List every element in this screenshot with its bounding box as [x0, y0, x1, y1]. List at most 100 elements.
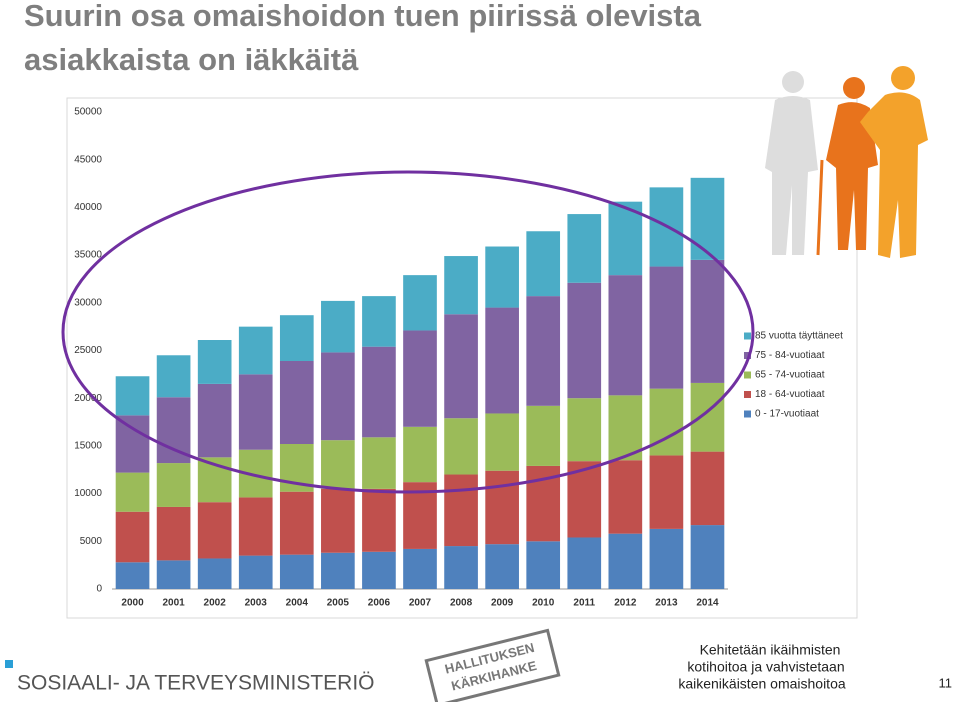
- legend-label: 65 - 74-vuotiaat: [755, 370, 825, 381]
- legend-swatch: [744, 391, 751, 398]
- bar-segment: [321, 352, 355, 441]
- bar-segment: [649, 455, 684, 529]
- bar-segment: [485, 246, 519, 308]
- y-tick-label: 35000: [74, 250, 102, 261]
- bar-segment: [156, 560, 191, 589]
- bar-segment: [690, 382, 725, 452]
- logo-square: [5, 660, 13, 668]
- bar-segment: [690, 259, 725, 383]
- bar-segment: [238, 555, 273, 589]
- legend-label: 75 - 84-vuotiaat: [755, 350, 825, 361]
- bar-segment: [403, 548, 437, 589]
- y-tick-label: 50000: [74, 107, 102, 118]
- y-tick-label: 25000: [74, 345, 102, 356]
- x-tick-label: 2000: [121, 598, 144, 609]
- y-tick-label: 30000: [74, 297, 102, 308]
- bar-segment: [608, 460, 643, 534]
- y-tick-label: 40000: [74, 202, 102, 213]
- x-tick-label: 2012: [614, 598, 637, 609]
- tagline: kaikenikäisten omaishoitoa: [678, 676, 846, 692]
- x-tick-label: 2004: [286, 598, 309, 609]
- tagline: Kehitetään ikäihmisten: [700, 642, 841, 658]
- x-tick-label: 2007: [409, 598, 432, 609]
- stamp: HALLITUKSEN KÄRKIHANKE: [424, 628, 561, 702]
- stamp-border: [424, 628, 561, 702]
- bar-segment: [238, 326, 273, 375]
- bar-segment: [115, 376, 150, 416]
- page-number: 11: [939, 675, 953, 690]
- bar-segment: [403, 275, 437, 331]
- bar-segment: [197, 502, 232, 559]
- bar-segment: [156, 463, 191, 507]
- bar-segment: [197, 340, 232, 384]
- bar-segment: [156, 355, 191, 398]
- legend-swatch: [744, 371, 751, 379]
- x-tick-label: 2010: [532, 598, 555, 609]
- people-illustration: [765, 66, 928, 258]
- bar-segment: [115, 562, 150, 589]
- bar-segment: [444, 256, 478, 315]
- bar-segment: [526, 405, 561, 466]
- tagline: kotihoitoa ja vahvistetaan: [687, 659, 844, 675]
- ministry-name: SOSIAALI- JA TERVEYSMINISTERIÖ: [17, 672, 375, 695]
- bar-segment: [485, 307, 519, 414]
- bar-segment: [444, 314, 478, 419]
- bar-segment: [444, 474, 478, 547]
- bar-segment: [362, 437, 396, 489]
- bar-segment: [444, 546, 478, 589]
- bar-segment: [526, 541, 561, 589]
- bar-segment: [485, 413, 519, 471]
- bar-segment: [485, 544, 519, 589]
- bar-segment: [279, 360, 314, 444]
- bar-segment: [526, 296, 561, 406]
- x-tick-label: 2001: [162, 598, 185, 609]
- bar-segment: [608, 395, 643, 461]
- x-tick-label: 2006: [368, 598, 391, 609]
- bar-segment: [690, 525, 725, 589]
- bar-segment: [279, 491, 314, 555]
- bar-segment: [567, 537, 602, 589]
- y-tick-label: 15000: [74, 441, 102, 452]
- bar-segment: [156, 397, 191, 464]
- bar-segment: [362, 551, 396, 589]
- bar-segment: [115, 415, 150, 473]
- legend-swatch: [744, 410, 751, 418]
- legend-label: 18 - 64-vuotiaat: [755, 389, 825, 400]
- bar-segment: [362, 346, 396, 438]
- legend-swatch: [744, 332, 751, 340]
- x-tick-label: 2005: [327, 598, 350, 609]
- legend-label: 85 vuotta täyttäneet: [755, 331, 843, 342]
- x-tick-label: 2008: [450, 598, 473, 609]
- x-tick-label: 2003: [245, 598, 268, 609]
- bar-segment: [238, 497, 273, 556]
- bar-segment: [321, 440, 355, 489]
- bar-segment: [321, 488, 355, 553]
- y-tick-label: 0: [96, 584, 102, 595]
- y-tick-label: 20000: [74, 393, 102, 404]
- bar-segment: [156, 506, 191, 561]
- bar-segment: [608, 275, 643, 396]
- bar-segment: [403, 330, 437, 427]
- legend-swatch: [744, 352, 751, 359]
- y-tick-label: 5000: [80, 536, 103, 547]
- bar-segment: [444, 418, 478, 475]
- bar-segment: [485, 470, 519, 545]
- y-tick-label: 45000: [74, 154, 102, 165]
- bar-segment: [321, 552, 355, 589]
- bar-segment: [608, 201, 643, 276]
- legend-label: 0 - 17-vuotiaat: [755, 409, 819, 420]
- bar-segment: [279, 554, 314, 589]
- x-tick-label: 2009: [491, 598, 514, 609]
- bar-segment: [362, 488, 396, 552]
- y-tick-label: 10000: [74, 488, 102, 499]
- bar-segment: [649, 528, 684, 589]
- bar-segment: [567, 398, 602, 462]
- bar-segment: [238, 374, 273, 450]
- bar-segment: [567, 214, 602, 283]
- bar-segment: [690, 177, 725, 260]
- x-tick-label: 2002: [204, 598, 227, 609]
- bar-segment: [321, 300, 355, 353]
- bar-segment: [526, 231, 561, 297]
- bar-segment: [362, 296, 396, 347]
